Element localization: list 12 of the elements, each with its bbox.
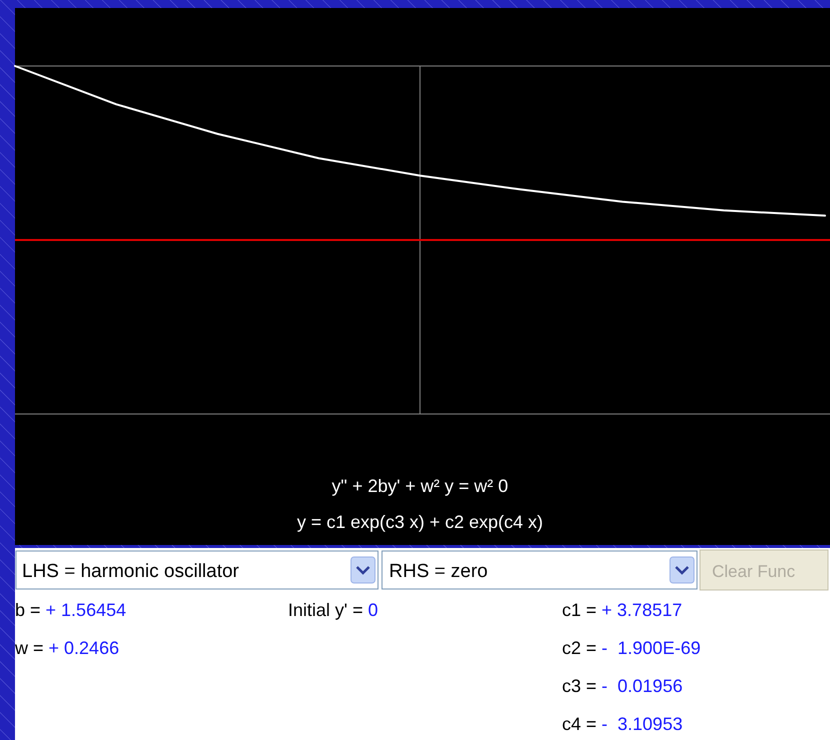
text: c4 = - 3.10953: [562, 714, 683, 734]
text: Initial y' = 0: [288, 600, 378, 620]
text: c1 = + 3.78517: [562, 600, 682, 620]
text: w = + 0.2466: [14, 638, 120, 658]
text: y = c1 exp(c3 x) + c2 exp(c4 x): [296, 512, 544, 532]
text: LHS = harmonic oscillator: [22, 561, 240, 582]
text: y" + 2by' + w² y = w² 0: [332, 476, 508, 496]
text: c3 = - 0.01956: [562, 676, 683, 696]
text: c2 = - 1.900E-69: [562, 638, 701, 658]
text: Clear Func: [712, 562, 796, 581]
text: RHS = zero: [389, 561, 488, 582]
text: b = + 1.56454: [15, 600, 126, 620]
